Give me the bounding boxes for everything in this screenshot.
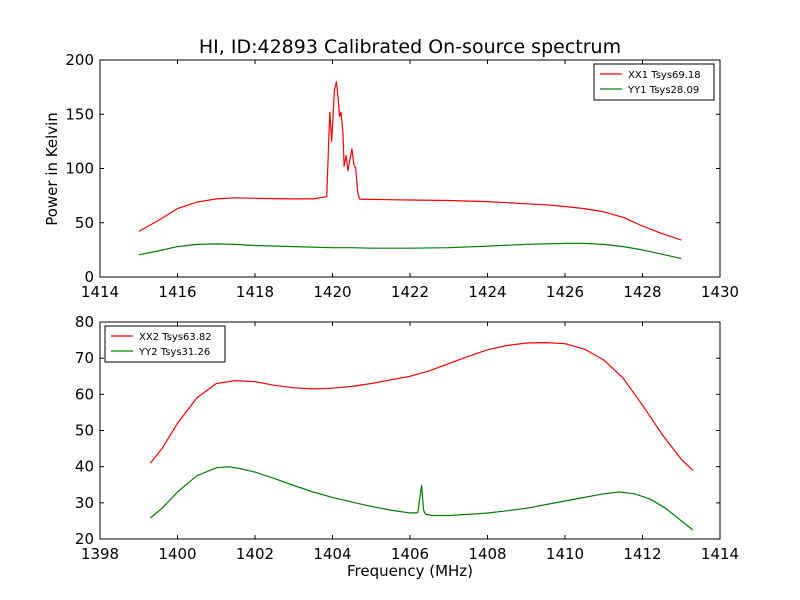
x-tick-label-1-7: 1412	[623, 545, 661, 563]
legend-label-0-0: XX1 Tsys69.18	[628, 70, 701, 81]
y-tick-label-1-1: 30	[75, 494, 94, 512]
legend-label-0-1: YY1 Tsys28.09	[627, 85, 699, 96]
x-tick-label-0-1: 1416	[158, 283, 196, 301]
y-tick-label-0-2: 100	[65, 160, 94, 178]
x-tick-label-1-1: 1400	[158, 545, 196, 563]
x-tick-label-0-7: 1428	[623, 283, 661, 301]
x-tick-label-0-6: 1426	[546, 283, 584, 301]
y-tick-label-1-0: 20	[75, 530, 94, 548]
y-tick-label-1-5: 70	[75, 349, 94, 367]
x-tick-label-1-4: 1406	[391, 545, 429, 563]
chart-title: HI, ID:42893 Calibrated On-source spectr…	[199, 36, 621, 58]
y-tick-label-1-2: 40	[75, 458, 94, 476]
x-tick-label-0-0: 1414	[81, 283, 119, 301]
y-tick-label-1-6: 80	[75, 313, 94, 331]
x-tick-label-0-4: 1422	[391, 283, 429, 301]
x-tick-label-1-3: 1404	[313, 545, 351, 563]
legend-label-1-0: XX2 Tsys63.82	[139, 332, 212, 343]
bottom-panel: 1398 1400 1402 1404 1406 1408 1410 1412 1414 20 30…	[75, 313, 739, 563]
legend-label-1-1: YY2 Tsys31.26	[138, 347, 210, 358]
top-panel: 1414 1416 1418 1420 1422 1424 1426 1428 1430 0 50 1…	[65, 51, 739, 301]
y-tick-label-0-4: 200	[65, 51, 94, 69]
y-tick-label-0-1: 50	[75, 214, 94, 232]
legend-box-1	[104, 325, 226, 363]
x-tick-label-1-8: 1414	[701, 545, 739, 563]
x-tick-label-0-3: 1420	[313, 283, 351, 301]
x-tick-label-1-0: 1398	[81, 545, 119, 563]
y-axis-label: Power in Kelvin	[43, 112, 61, 226]
series-line-0-1	[138, 242, 682, 260]
y-tick-label-1-4: 60	[75, 385, 94, 403]
y-tick-label-0-0: 0	[84, 268, 94, 286]
x-tick-label-0-8: 1430	[701, 283, 739, 301]
series-line-1-1	[150, 466, 694, 531]
x-tick-label-1-5: 1408	[468, 545, 506, 563]
y-tick-label-1-3: 50	[75, 422, 94, 440]
legend-box-0	[593, 63, 715, 101]
x-tick-label-1-2: 1402	[236, 545, 274, 563]
x-tick-label-0-2: 1418	[236, 283, 274, 301]
y-tick-label-0-3: 150	[65, 105, 94, 123]
x-tick-label-1-6: 1410	[546, 545, 584, 563]
series-line-0-0	[138, 81, 682, 241]
series-line-1-0	[149, 342, 694, 471]
x-tick-label-0-5: 1424	[468, 283, 506, 301]
x-axis-label: Frequency (MHz)	[347, 562, 473, 580]
